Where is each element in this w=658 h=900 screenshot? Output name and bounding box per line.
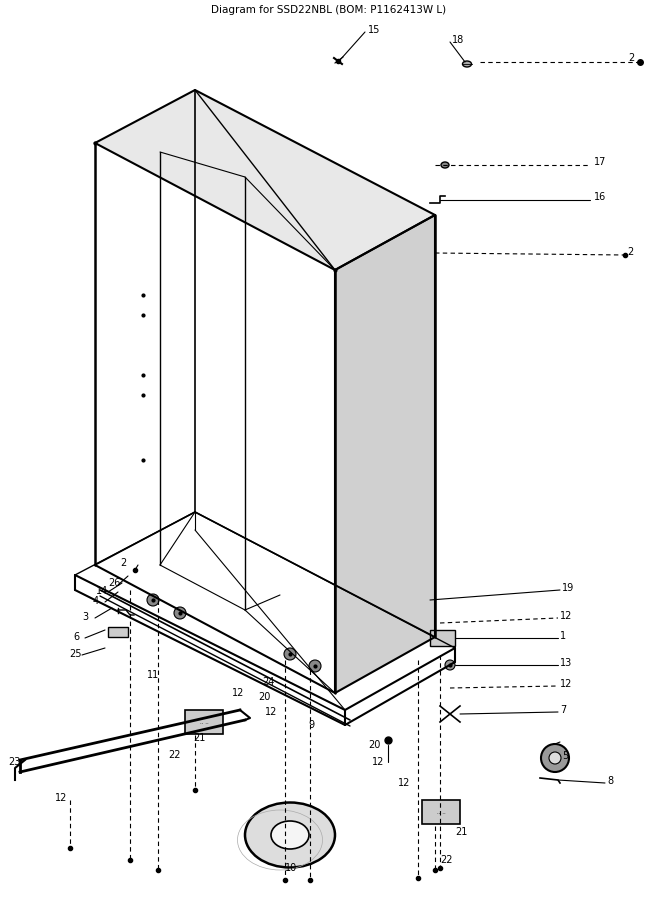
- Text: 17: 17: [594, 157, 607, 167]
- Text: 22: 22: [168, 750, 180, 760]
- Text: 12: 12: [398, 778, 411, 788]
- Text: 12: 12: [265, 707, 278, 717]
- Text: 25: 25: [69, 649, 82, 659]
- Text: 12: 12: [232, 688, 244, 698]
- Text: 20: 20: [258, 692, 270, 702]
- Text: 21: 21: [455, 827, 467, 837]
- Text: 15: 15: [368, 25, 380, 35]
- Text: 3: 3: [82, 612, 88, 622]
- Circle shape: [174, 607, 186, 619]
- Text: 9: 9: [308, 720, 314, 730]
- Text: Diagram for SSD22NBL (BOM: P1162413W L): Diagram for SSD22NBL (BOM: P1162413W L): [211, 5, 447, 15]
- Text: 12: 12: [560, 611, 572, 621]
- Circle shape: [549, 752, 561, 764]
- Text: 18: 18: [452, 35, 465, 45]
- Text: .. ..: .. ..: [437, 809, 445, 814]
- Text: 13: 13: [560, 658, 572, 668]
- Text: 12: 12: [560, 679, 572, 689]
- Text: 12: 12: [372, 757, 384, 767]
- Circle shape: [541, 744, 569, 772]
- Text: 14: 14: [96, 586, 109, 596]
- Text: 24: 24: [262, 677, 274, 687]
- Ellipse shape: [271, 821, 309, 849]
- Text: 10: 10: [285, 863, 297, 873]
- Text: 20: 20: [368, 740, 380, 750]
- Text: 4: 4: [93, 596, 99, 606]
- Ellipse shape: [441, 162, 449, 168]
- Text: 11: 11: [147, 670, 159, 680]
- Text: 19: 19: [562, 583, 574, 593]
- Text: 7: 7: [560, 705, 567, 715]
- Text: 5: 5: [562, 751, 569, 761]
- Text: .. ..: .. ..: [199, 719, 209, 724]
- Text: 1: 1: [560, 631, 566, 641]
- Text: 12: 12: [55, 793, 67, 803]
- Bar: [108, 627, 128, 637]
- Circle shape: [309, 660, 321, 672]
- Bar: [185, 710, 223, 734]
- Text: 6: 6: [73, 632, 79, 642]
- Text: 26: 26: [108, 578, 120, 588]
- Ellipse shape: [463, 61, 472, 67]
- Text: 16: 16: [594, 192, 606, 202]
- Circle shape: [147, 594, 159, 606]
- Circle shape: [445, 660, 455, 670]
- Bar: [430, 630, 455, 646]
- Circle shape: [284, 648, 296, 660]
- Text: 21: 21: [193, 733, 205, 743]
- Polygon shape: [335, 215, 435, 693]
- Polygon shape: [95, 90, 435, 270]
- Text: 23: 23: [8, 757, 20, 767]
- Text: 2: 2: [628, 53, 634, 63]
- Text: 2: 2: [627, 247, 633, 257]
- Text: 22: 22: [440, 855, 453, 865]
- Bar: [422, 800, 460, 824]
- Text: 8: 8: [607, 776, 613, 786]
- Ellipse shape: [245, 803, 335, 868]
- Text: 2: 2: [120, 558, 126, 568]
